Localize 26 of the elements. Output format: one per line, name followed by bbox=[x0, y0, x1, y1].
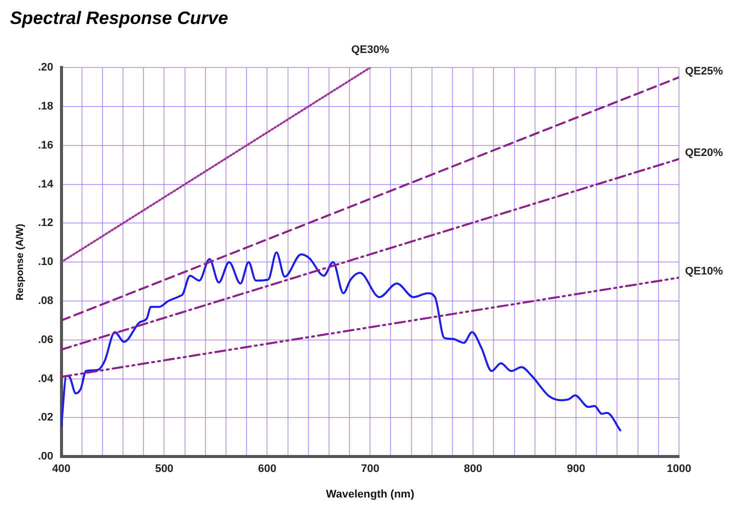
y-tick-label: .06 bbox=[38, 334, 54, 346]
series-label: QE20% bbox=[685, 147, 724, 160]
x-tick-label: 400 bbox=[52, 463, 70, 476]
y-tick-label: .08 bbox=[38, 295, 54, 308]
x-axis-title: Wavelength (nm) bbox=[326, 488, 415, 500]
y-tick-label: .12 bbox=[38, 217, 54, 230]
chart-title: Spectral Response Curve bbox=[10, 8, 228, 28]
y-tick-label: .14 bbox=[38, 178, 54, 190]
y-tick-label: .02 bbox=[38, 412, 54, 424]
y-tick-label: .20 bbox=[38, 62, 54, 74]
y-tick-label: .10 bbox=[38, 256, 54, 268]
x-tick-label: 700 bbox=[360, 463, 380, 476]
series-label: QE25% bbox=[685, 65, 724, 78]
line-series bbox=[61, 251, 622, 432]
x-tick-label: 900 bbox=[566, 463, 586, 476]
y-axis-title: Response (A/W) bbox=[14, 224, 26, 300]
y-tick-label: .04 bbox=[38, 372, 54, 385]
y-tick-label: .16 bbox=[38, 139, 54, 152]
x-tick-label: 800 bbox=[464, 463, 482, 476]
x-tick-label: 600 bbox=[258, 463, 276, 476]
x-tick-label: 500 bbox=[155, 463, 174, 476]
y-tick-label: .18 bbox=[38, 100, 54, 113]
series-label: QE10% bbox=[685, 266, 724, 278]
x-tick-label: 1000 bbox=[666, 463, 692, 476]
y-tick-label: .00 bbox=[38, 450, 54, 463]
series-label: QE30% bbox=[351, 44, 390, 56]
